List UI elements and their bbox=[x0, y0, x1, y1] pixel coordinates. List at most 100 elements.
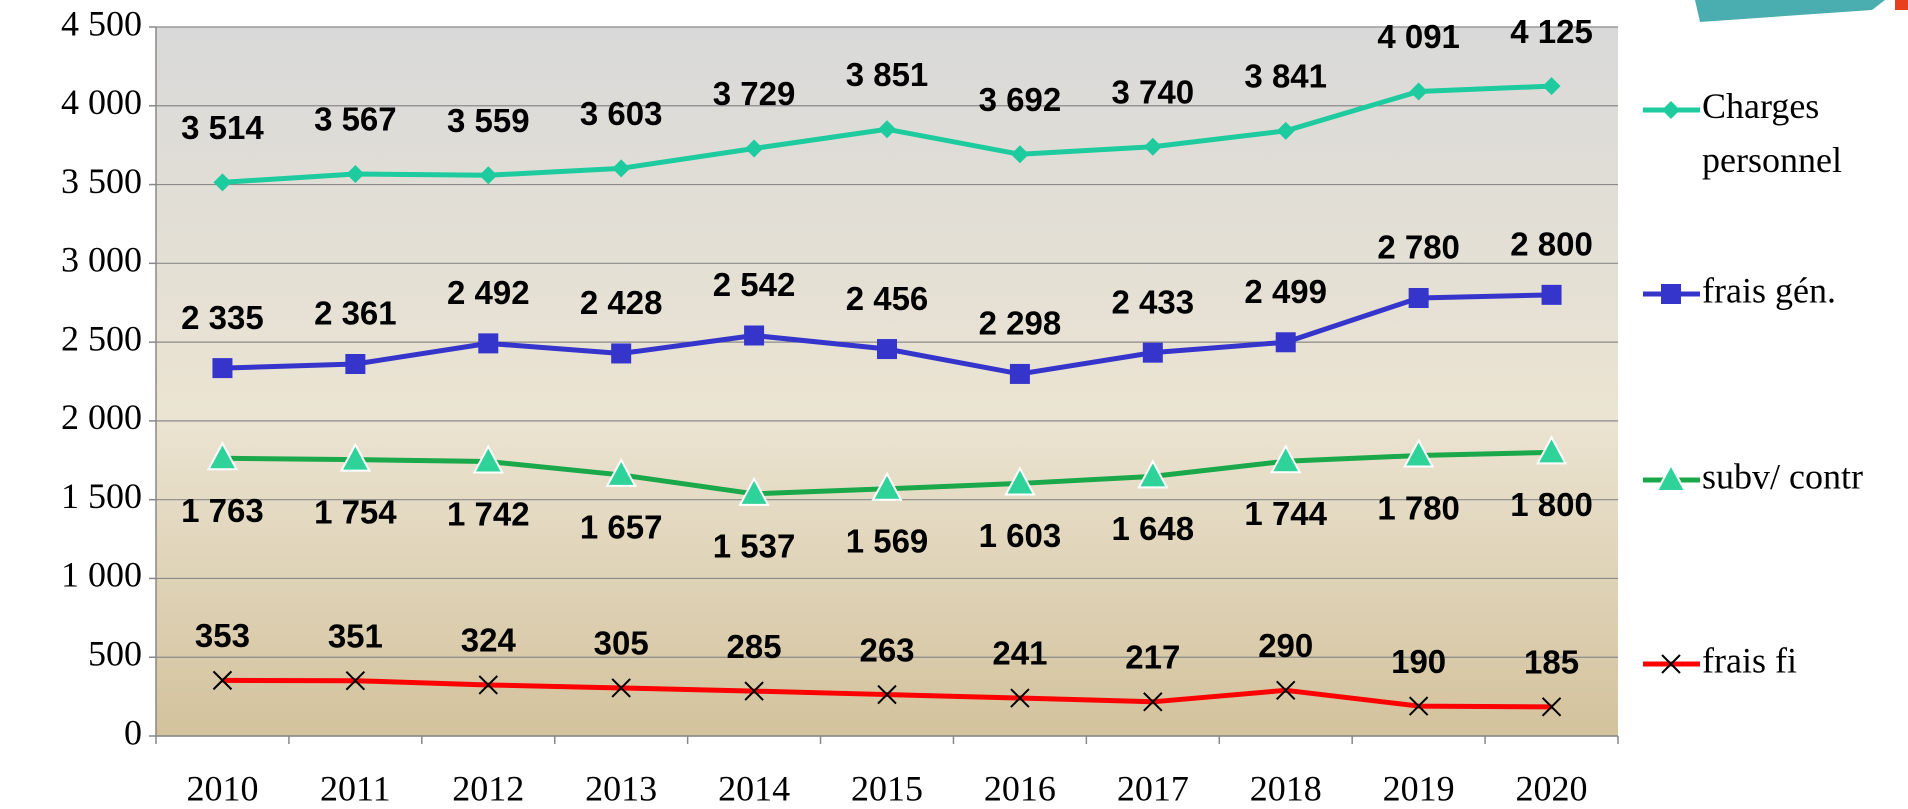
marker bbox=[1408, 287, 1429, 308]
data-label: 2 542 bbox=[713, 266, 796, 303]
y-tick-label: 4 500 bbox=[61, 3, 142, 43]
data-label: 1 742 bbox=[447, 495, 530, 532]
marker bbox=[206, 441, 239, 471]
marker bbox=[345, 670, 366, 691]
data-label: 2 800 bbox=[1510, 226, 1593, 263]
marker bbox=[213, 173, 232, 192]
marker bbox=[1661, 654, 1681, 674]
y-tick-label: 1 500 bbox=[61, 476, 142, 516]
data-label: 1 537 bbox=[713, 528, 796, 565]
data-label: 351 bbox=[328, 617, 383, 654]
decoration bbox=[1695, 0, 1885, 22]
data-label: 2 428 bbox=[580, 284, 663, 321]
legend-label: frais gén. bbox=[1702, 270, 1836, 310]
data-label: 1 657 bbox=[580, 509, 663, 546]
legend-label: frais fi bbox=[1702, 640, 1797, 680]
data-label: 2 780 bbox=[1377, 229, 1460, 266]
marker bbox=[611, 343, 632, 364]
data-label: 2 361 bbox=[314, 295, 397, 332]
y-tick-label: 1 000 bbox=[61, 555, 142, 595]
x-tick-label: 2016 bbox=[984, 768, 1056, 808]
marker bbox=[345, 354, 366, 375]
marker bbox=[612, 159, 631, 178]
data-label: 3 851 bbox=[846, 56, 929, 93]
x-tick-label: 2018 bbox=[1250, 768, 1322, 808]
data-label: 2 433 bbox=[1112, 283, 1195, 320]
data-label: 285 bbox=[727, 628, 782, 665]
x-tick-label: 2015 bbox=[851, 768, 923, 808]
marker bbox=[877, 339, 897, 360]
data-label: 217 bbox=[1125, 639, 1180, 676]
marker bbox=[1541, 284, 1562, 305]
data-label: 1 800 bbox=[1510, 486, 1593, 523]
marker bbox=[744, 681, 764, 701]
data-label: 3 740 bbox=[1112, 73, 1195, 110]
marker bbox=[877, 684, 897, 705]
marker bbox=[478, 675, 498, 695]
marker bbox=[478, 333, 499, 354]
marker bbox=[1270, 444, 1302, 474]
marker bbox=[472, 444, 504, 474]
data-label: 2 456 bbox=[846, 280, 929, 317]
marker bbox=[1009, 363, 1030, 384]
marker bbox=[212, 358, 233, 379]
marker bbox=[1661, 284, 1681, 304]
x-tick-label: 2013 bbox=[585, 768, 657, 808]
marker bbox=[1541, 697, 1562, 717]
marker bbox=[871, 471, 903, 501]
marker bbox=[1535, 435, 1568, 465]
marker bbox=[738, 476, 770, 506]
data-label: 190 bbox=[1391, 643, 1446, 680]
x-tick-label: 2020 bbox=[1516, 768, 1588, 808]
data-label: 3 514 bbox=[181, 109, 264, 146]
marker bbox=[1010, 145, 1029, 164]
data-label: 1 780 bbox=[1377, 489, 1460, 526]
data-label: 2 335 bbox=[181, 299, 264, 336]
marker bbox=[1143, 692, 1163, 712]
data-label: 353 bbox=[195, 617, 250, 654]
marker bbox=[1409, 82, 1428, 101]
data-label: 3 567 bbox=[314, 101, 397, 138]
data-label: 3 603 bbox=[580, 95, 663, 132]
data-label: 1 648 bbox=[1112, 510, 1195, 547]
marker bbox=[744, 325, 765, 346]
plot-area bbox=[156, 27, 1618, 736]
legend-label: subv/ contr bbox=[1702, 456, 1863, 496]
x-tick-label: 2011 bbox=[320, 768, 391, 808]
marker bbox=[1655, 462, 1687, 492]
marker bbox=[1142, 342, 1163, 363]
marker bbox=[212, 670, 233, 691]
data-label: 263 bbox=[859, 631, 914, 668]
y-tick-label: 3 500 bbox=[61, 161, 142, 201]
marker bbox=[745, 139, 764, 158]
data-label: 3 729 bbox=[713, 75, 796, 112]
marker bbox=[1004, 466, 1036, 496]
data-label: 1 744 bbox=[1244, 495, 1327, 532]
data-label: 3 841 bbox=[1244, 58, 1327, 95]
data-label: 1 569 bbox=[846, 523, 929, 560]
marker bbox=[1137, 459, 1169, 489]
marker bbox=[878, 120, 896, 139]
marker bbox=[1275, 332, 1296, 353]
marker bbox=[346, 164, 365, 183]
legend-label: Charges personnel bbox=[1702, 86, 1842, 180]
marker bbox=[1143, 137, 1162, 156]
marker bbox=[1662, 101, 1680, 119]
marker bbox=[339, 442, 372, 472]
y-tick-label: 2 500 bbox=[61, 318, 142, 358]
data-label: 241 bbox=[992, 635, 1047, 672]
data-label: 4 125 bbox=[1510, 13, 1593, 50]
x-tick-label: 2017 bbox=[1117, 768, 1189, 808]
x-tick-label: 2019 bbox=[1383, 768, 1455, 808]
marker bbox=[1542, 77, 1561, 96]
x-tick-label: 2012 bbox=[452, 768, 524, 808]
marker bbox=[1276, 680, 1296, 701]
marker bbox=[1402, 438, 1435, 468]
marker bbox=[1010, 688, 1030, 708]
x-tick-label: 2014 bbox=[718, 768, 790, 808]
data-label: 1 763 bbox=[181, 492, 264, 529]
data-label: 4 091 bbox=[1377, 18, 1460, 55]
decoration bbox=[1895, 0, 1908, 10]
x-tick-label: 2010 bbox=[186, 768, 258, 808]
